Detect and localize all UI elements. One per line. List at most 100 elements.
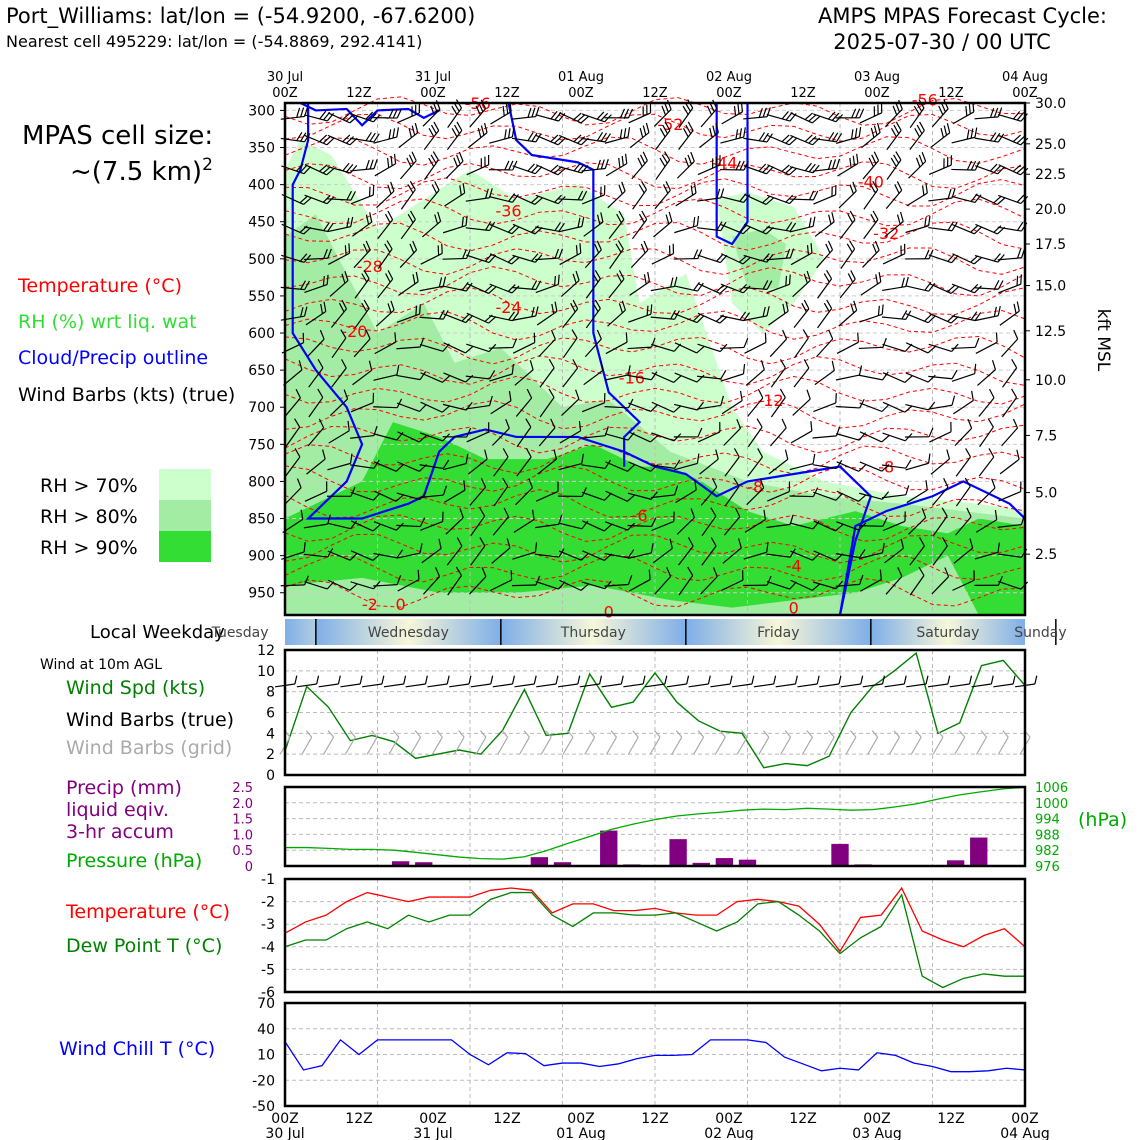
temperature-contour (284, 399, 1026, 430)
barb-flag (502, 448, 509, 458)
wind-barb (929, 421, 952, 443)
barb-flag (387, 270, 394, 280)
barb-shaft (558, 550, 582, 561)
weekday-saturday: Saturday (916, 625, 979, 641)
wind-barb (839, 210, 856, 240)
barb-flag (557, 196, 566, 205)
barb-shaft (743, 315, 768, 322)
barb-shaft (467, 458, 488, 475)
barb-shaft (819, 683, 840, 688)
wind-barb (790, 112, 821, 124)
legend-precip-3: 3-hr accum (66, 821, 174, 843)
barb-shaft (697, 343, 721, 353)
barb-shaft (747, 456, 763, 477)
barb-flag (665, 214, 670, 225)
barb-shaft (628, 461, 651, 472)
barb-flag (881, 542, 885, 553)
barb-shaft (559, 252, 582, 266)
barb-shaft (699, 458, 719, 475)
barb-flag (812, 553, 821, 561)
barb-shaft (353, 249, 371, 269)
temperature-contour (284, 375, 1026, 405)
barb-shaft (650, 494, 675, 499)
wind-barb (743, 280, 773, 290)
wind-barb (697, 422, 721, 443)
wind-barb (928, 253, 959, 264)
barb-shaft (419, 285, 444, 292)
barb-shaft (327, 165, 351, 174)
barb-shaft (766, 283, 790, 294)
barb-flag (895, 151, 902, 161)
barb-flag (575, 389, 580, 400)
wind-barb (537, 449, 558, 475)
barb-flag (442, 485, 448, 496)
barb-flag (668, 211, 673, 222)
barb-flag (712, 158, 714, 169)
barb-flag (296, 478, 302, 488)
barb-shaft (326, 198, 351, 201)
wind-barb (558, 216, 585, 233)
barb-shaft (978, 456, 995, 477)
barb-shaft (301, 736, 313, 755)
barb-shaft (790, 550, 813, 561)
wind-barb (327, 453, 353, 471)
barb-flag (642, 106, 644, 117)
barb-shaft (585, 278, 601, 299)
barb-shaft (581, 491, 605, 501)
barb-flag (581, 520, 589, 530)
barb-flag (299, 195, 308, 204)
barb-flag (827, 240, 834, 251)
barb-shaft (696, 197, 721, 202)
wind-barb (813, 520, 844, 532)
wind-barb (628, 304, 653, 323)
wind-barb (308, 388, 324, 418)
barb-flag (1012, 111, 1021, 120)
barb-flag (466, 427, 472, 438)
barb-flag (294, 418, 301, 428)
wind-barb (931, 567, 950, 595)
barb-shaft (604, 374, 629, 381)
barb-flag (596, 214, 601, 225)
barb-shaft (928, 226, 953, 232)
pressure-tick-label: 994 (1035, 813, 1060, 828)
barb-flag (323, 222, 330, 231)
barb-flag (873, 125, 878, 136)
wind-barb (720, 224, 751, 235)
barb-shaft (793, 308, 810, 328)
barb-shaft (304, 581, 328, 590)
temp-tick-label: -6 (261, 985, 275, 1001)
barb-flag (659, 157, 666, 167)
barb-shaft (858, 524, 883, 527)
barb-flag (871, 154, 877, 164)
barb-flag (488, 286, 497, 294)
barb-flag (620, 675, 624, 685)
wind-barb (651, 511, 675, 532)
precip-bar (669, 839, 687, 866)
wind-barb (627, 517, 657, 528)
barb-shaft (446, 130, 463, 151)
barb-flag (991, 360, 997, 370)
temperature-label: 0 (396, 595, 406, 614)
barb-flag (342, 162, 350, 172)
pressure-unit: (hPa) (1078, 809, 1127, 831)
wind-barb (794, 329, 809, 359)
barb-shaft (396, 524, 421, 528)
barb-shaft (431, 736, 443, 755)
barb-flag (781, 418, 787, 429)
barb-flag (650, 543, 654, 554)
barb-flag (913, 105, 920, 115)
barb-shaft (930, 458, 950, 475)
barb-flag (316, 675, 320, 685)
barb-shaft (623, 683, 644, 688)
wind-barb (466, 155, 490, 176)
precip-tick-label: 2.0 (232, 797, 253, 812)
wind-barb (397, 103, 420, 124)
barb-flag (501, 730, 509, 738)
barb-shaft (627, 346, 652, 350)
barb-flag (759, 478, 765, 489)
wind-barb (767, 134, 797, 146)
barb-flag (575, 245, 578, 256)
barb-shaft (469, 576, 487, 595)
panel-frame (283, 101, 1027, 617)
barb-shaft (445, 160, 464, 179)
